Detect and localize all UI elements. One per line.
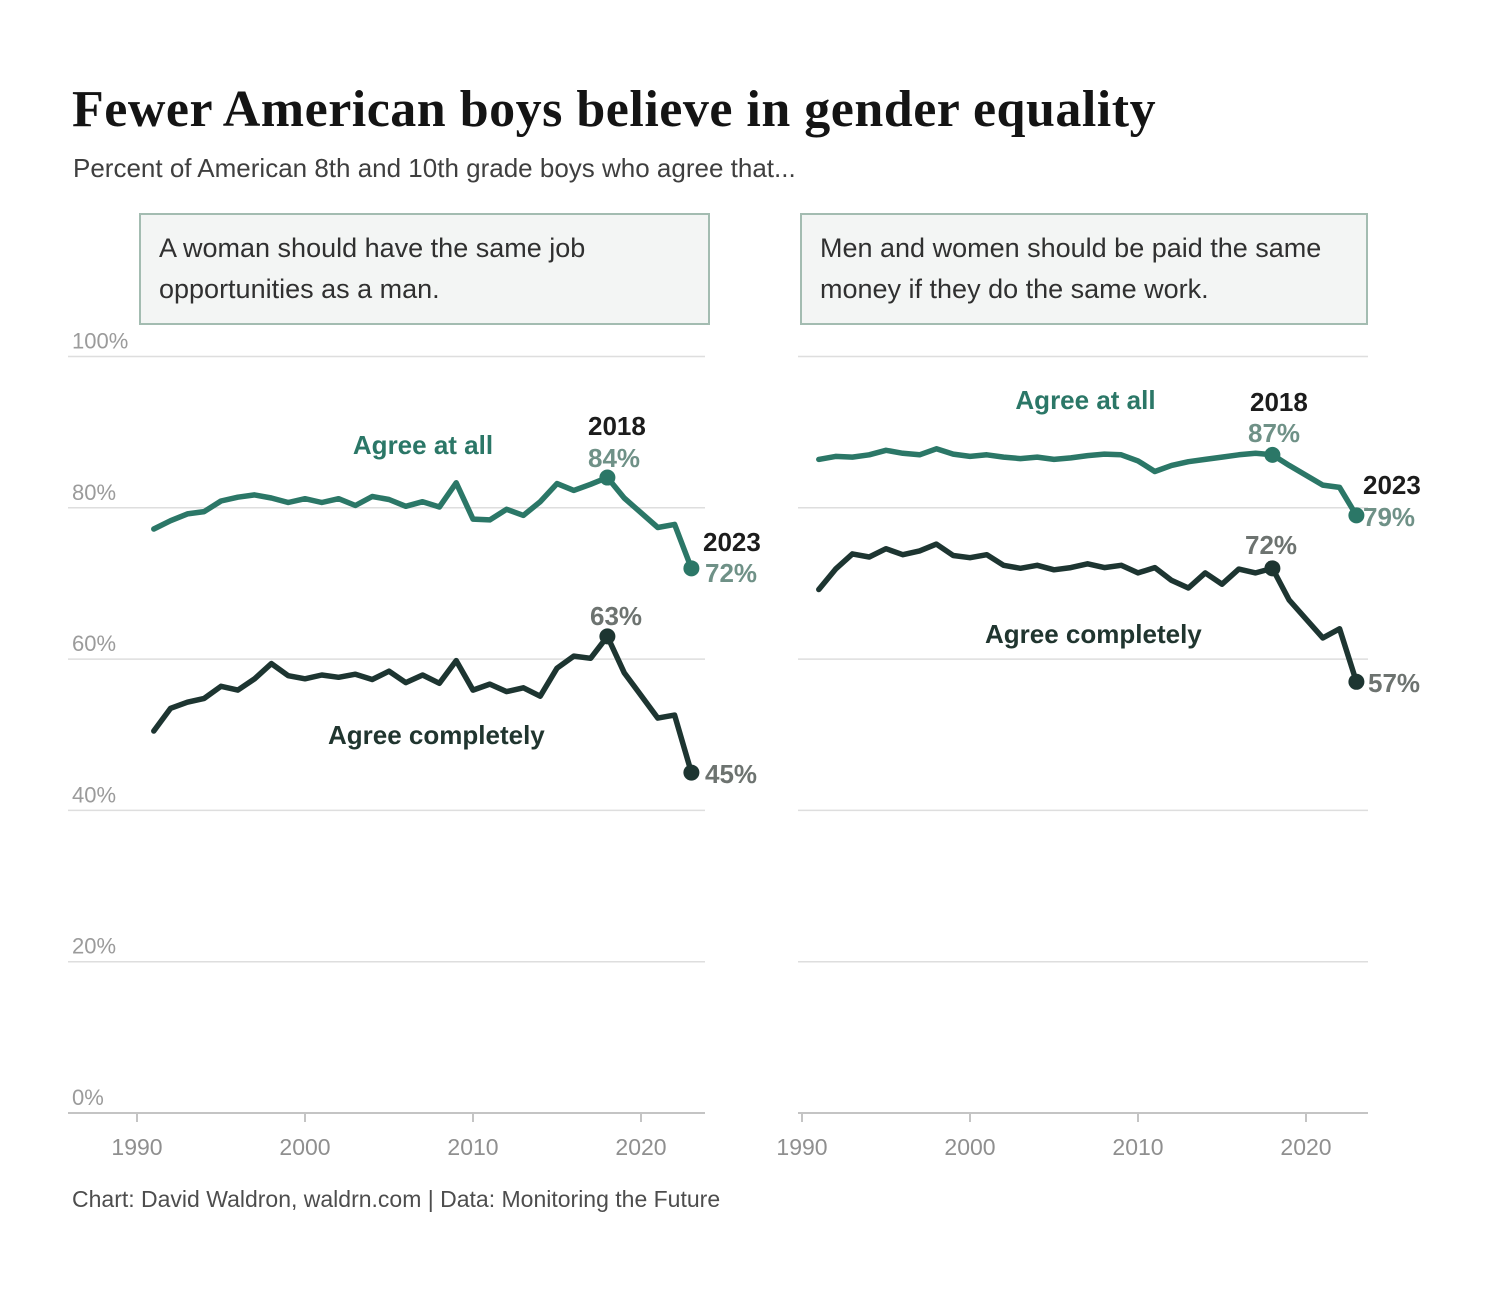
annotation-45pct-left: 45% xyxy=(705,759,758,789)
annotation-63pct-left: 63% xyxy=(590,601,643,631)
x-axis-tick-label: 2000 xyxy=(279,1134,330,1160)
annotation-2023-right: 2023 xyxy=(1363,470,1421,500)
y-axis-tick-label: 20% xyxy=(72,934,116,959)
y-axis-tick-label: 60% xyxy=(72,631,116,656)
data-point-marker xyxy=(1348,507,1365,524)
data-point-marker xyxy=(1264,446,1281,463)
page-title: Fewer American boys believe in gender eq… xyxy=(72,81,1157,138)
data-point-marker xyxy=(599,469,616,486)
series-label-agree-at-all-right: Agree at all xyxy=(1015,385,1156,415)
y-axis-tick-label: 80% xyxy=(72,480,116,505)
data-point-marker xyxy=(1348,673,1365,690)
annotation-2023-left: 2023 xyxy=(703,527,761,557)
x-axis-tick-label: 2020 xyxy=(615,1134,666,1160)
y-axis-tick-label: 0% xyxy=(72,1085,104,1110)
data-point-marker xyxy=(683,560,700,577)
series-line-agree-completely xyxy=(816,541,1360,685)
x-axis-tick-label: 2010 xyxy=(447,1134,498,1160)
series-line-agree-at-all xyxy=(151,474,695,572)
series-label-agree-completely-right: Agree completely xyxy=(985,619,1202,649)
series-line-agree-at-all xyxy=(816,446,1360,519)
line-chart-canvas: 100% 80% 60% 40% 20% 0% 1990 2000 2010 2020 1990 20… xyxy=(68,330,1368,1160)
series-line-agree-completely xyxy=(151,633,695,776)
x-axis-tick-label: 2020 xyxy=(1280,1134,1331,1160)
y-axis-tick-label: 40% xyxy=(72,782,116,807)
question-text-left: A woman should have the same job opportu… xyxy=(159,233,586,305)
series-label-agree-completely-left: Agree completely xyxy=(328,720,545,750)
annotation-2018-left: 2018 xyxy=(588,411,646,441)
annotation-84pct-left: 84% xyxy=(588,443,641,473)
annotation-87pct-right: 87% xyxy=(1248,418,1301,448)
page-subtitle: Percent of American 8th and 10th grade b… xyxy=(73,153,796,183)
question-box-right: Men and women should be paid the same mo… xyxy=(800,213,1368,325)
question-text-right: Men and women should be paid the same mo… xyxy=(820,233,1322,305)
data-point-marker xyxy=(599,628,616,645)
x-axis-tick-label: 1990 xyxy=(111,1134,162,1160)
series-label-agree-at-all-left: Agree at all xyxy=(352,430,494,460)
annotation-72pct-left: 72% xyxy=(705,558,758,588)
annotation-72pct-right: 72% xyxy=(1245,530,1298,560)
y-axis-tick-label: 100% xyxy=(72,330,128,354)
x-axis-tick-label: 2000 xyxy=(944,1134,995,1160)
x-axis-tick-label: 2010 xyxy=(1112,1134,1163,1160)
data-point-marker xyxy=(683,764,700,781)
annotation-79pct-right: 79% xyxy=(1363,502,1416,532)
chart-credit: Chart: David Waldron, waldrn.com | Data:… xyxy=(72,1186,721,1212)
annotation-57pct-right: 57% xyxy=(1368,668,1421,698)
x-axis-tick-label: 1990 xyxy=(776,1134,827,1160)
data-point-marker xyxy=(1264,560,1281,577)
question-box-left: A woman should have the same job opportu… xyxy=(139,213,710,325)
annotation-2018-right: 2018 xyxy=(1250,387,1308,417)
